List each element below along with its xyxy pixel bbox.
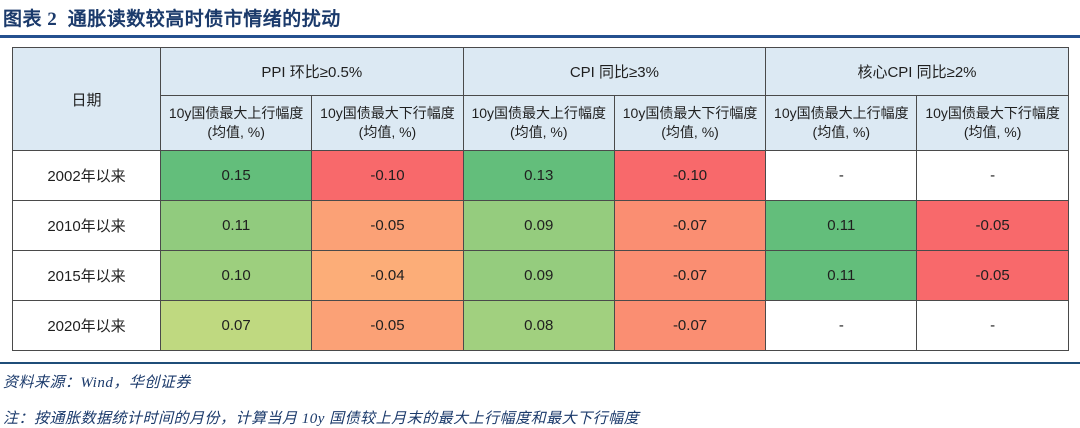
value-cell: -	[916, 150, 1069, 201]
date-column-header: 日期	[12, 47, 161, 151]
subheader-label: 10y国债最大上行幅度	[774, 105, 909, 122]
value-cell: 0.11	[159, 200, 313, 251]
value-cell: -0.05	[916, 200, 1069, 251]
value-cell: -0.05	[916, 250, 1069, 301]
value-cell: -0.05	[311, 300, 464, 351]
row-label: 2010年以来	[12, 200, 161, 251]
subheader-unit: (均值, %)	[509, 124, 568, 140]
header-sub-row: 10y国债最大上行幅度 (均值, %) 10y国债最大下行幅度 (均值, %) …	[13, 95, 1069, 151]
inflation-bond-sentiment-table: 日期 PPI 环比≥0.5% CPI 同比≥3% 核心CPI 同比≥2% 10y…	[12, 47, 1069, 351]
subheader-label: 10y国债最大下行幅度	[622, 105, 758, 122]
value-cell: 0.13	[462, 150, 615, 201]
subheader-unit: (均值, %)	[812, 124, 871, 140]
value-cell: 0.08	[462, 300, 615, 351]
title-underline	[0, 35, 1080, 38]
subheader-cpi-down: 10y国债最大下行幅度 (均值, %)	[613, 95, 767, 151]
note-text: 注：按通胀数据统计时间的月份，计算当月 10y 国债较上月末的最大上行幅度和最大…	[3, 411, 640, 427]
subheader-label: 10y国债最大下行幅度	[320, 105, 455, 122]
table-row-2015: 2015年以来 0.10 -0.04 0.09 -0.07 0.11 -0.05	[12, 250, 1069, 301]
subheader-unit: (均值, %)	[207, 124, 265, 140]
footer-divider	[0, 362, 1080, 364]
value-cell: -	[916, 300, 1069, 351]
table-row-2002: 2002年以来 0.15 -0.10 0.13 -0.10 - -	[12, 150, 1069, 201]
subheader-cpi-up: 10y国债最大上行幅度 (均值, %)	[462, 95, 615, 151]
group-header-cpi: CPI 同比≥3%	[462, 47, 767, 96]
value-cell: -0.10	[311, 150, 464, 201]
subheader-label: 10y国债最大上行幅度	[471, 105, 607, 122]
row-label: 2020年以来	[12, 300, 161, 351]
subheader-core-down: 10y国债最大下行幅度 (均值, %)	[916, 95, 1069, 151]
value-cell: -0.07	[613, 250, 767, 301]
source-text: 资料来源：Wind，华创证券	[3, 375, 191, 391]
subheader-unit: (均值, %)	[661, 124, 719, 140]
value-cell: 0.15	[159, 150, 313, 201]
value-cell: -0.10	[613, 150, 767, 201]
header-group-row: 日期 PPI 环比≥0.5% CPI 同比≥3% 核心CPI 同比≥2%	[12, 47, 1069, 151]
subheader-label: 10y国债最大下行幅度	[925, 105, 1060, 122]
table-row-2010: 2010年以来 0.11 -0.05 0.09 -0.07 0.11 -0.05	[12, 200, 1069, 251]
value-cell: -0.07	[613, 300, 767, 351]
value-cell: 0.11	[765, 200, 918, 251]
subheader-label: 10y国债最大上行幅度	[168, 105, 304, 122]
table-row-2020: 2020年以来 0.07 -0.05 0.08 -0.07 - -	[12, 300, 1069, 351]
subheader-ppi-down: 10y国债最大下行幅度 (均值, %)	[311, 95, 464, 151]
group-header-ppi: PPI 环比≥0.5%	[160, 47, 464, 96]
subheader-core-up: 10y国债最大上行幅度 (均值, %)	[765, 95, 918, 151]
subheader-unit: (均值, %)	[963, 124, 1022, 140]
figure-title: 图表 2 通胀读数较高时债市情绪的扰动	[3, 9, 341, 30]
value-cell: -0.07	[613, 200, 767, 251]
value-cell: 0.07	[159, 300, 313, 351]
value-cell: -	[765, 150, 918, 201]
value-cell: -	[765, 300, 918, 351]
value-cell: -0.05	[311, 200, 464, 251]
row-label: 2002年以来	[12, 150, 161, 201]
row-label: 2015年以来	[12, 250, 161, 301]
group-header-core-cpi: 核心CPI 同比≥2%	[765, 47, 1069, 96]
subheader-ppi-up: 10y国债最大上行幅度 (均值, %)	[159, 95, 313, 151]
subheader-unit: (均值, %)	[358, 124, 417, 140]
value-cell: -0.04	[311, 250, 464, 301]
value-cell: 0.11	[765, 250, 918, 301]
value-cell: 0.09	[462, 250, 615, 301]
value-cell: 0.09	[462, 200, 615, 251]
value-cell: 0.10	[159, 250, 313, 301]
